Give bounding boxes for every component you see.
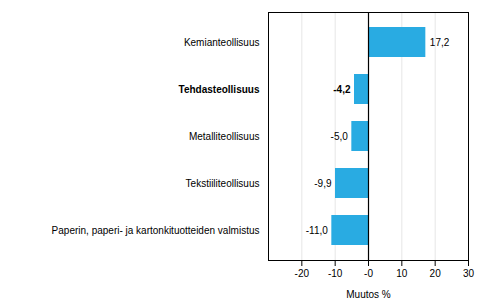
svg-text:Tekstiiliteollisuus: Tekstiiliteollisuus: [186, 178, 260, 189]
svg-text:30: 30: [463, 268, 475, 279]
svg-text:17,2: 17,2: [430, 37, 450, 48]
svg-text:-5,0: -5,0: [331, 131, 349, 142]
svg-text:-4,2: -4,2: [333, 84, 351, 95]
svg-text:Muutos %: Muutos %: [346, 289, 391, 300]
svg-text:-10: -10: [328, 268, 343, 279]
svg-text:-11,0: -11,0: [306, 225, 328, 236]
svg-text:10: 10: [396, 268, 408, 279]
svg-text:-0: -0: [364, 268, 373, 279]
svg-text:Tehdasteollisuus: Tehdasteollisuus: [179, 84, 260, 95]
svg-text:Metalliteollisuus: Metalliteollisuus: [189, 131, 260, 142]
svg-text:Kemianteollisuus: Kemianteollisuus: [184, 37, 260, 48]
svg-text:Paperin, paperi- ja kartonkitu: Paperin, paperi- ja kartonkituotteiden v…: [52, 225, 260, 236]
svg-text:20: 20: [430, 268, 442, 279]
svg-text:-9,9: -9,9: [314, 178, 332, 189]
svg-text:-20: -20: [295, 268, 310, 279]
